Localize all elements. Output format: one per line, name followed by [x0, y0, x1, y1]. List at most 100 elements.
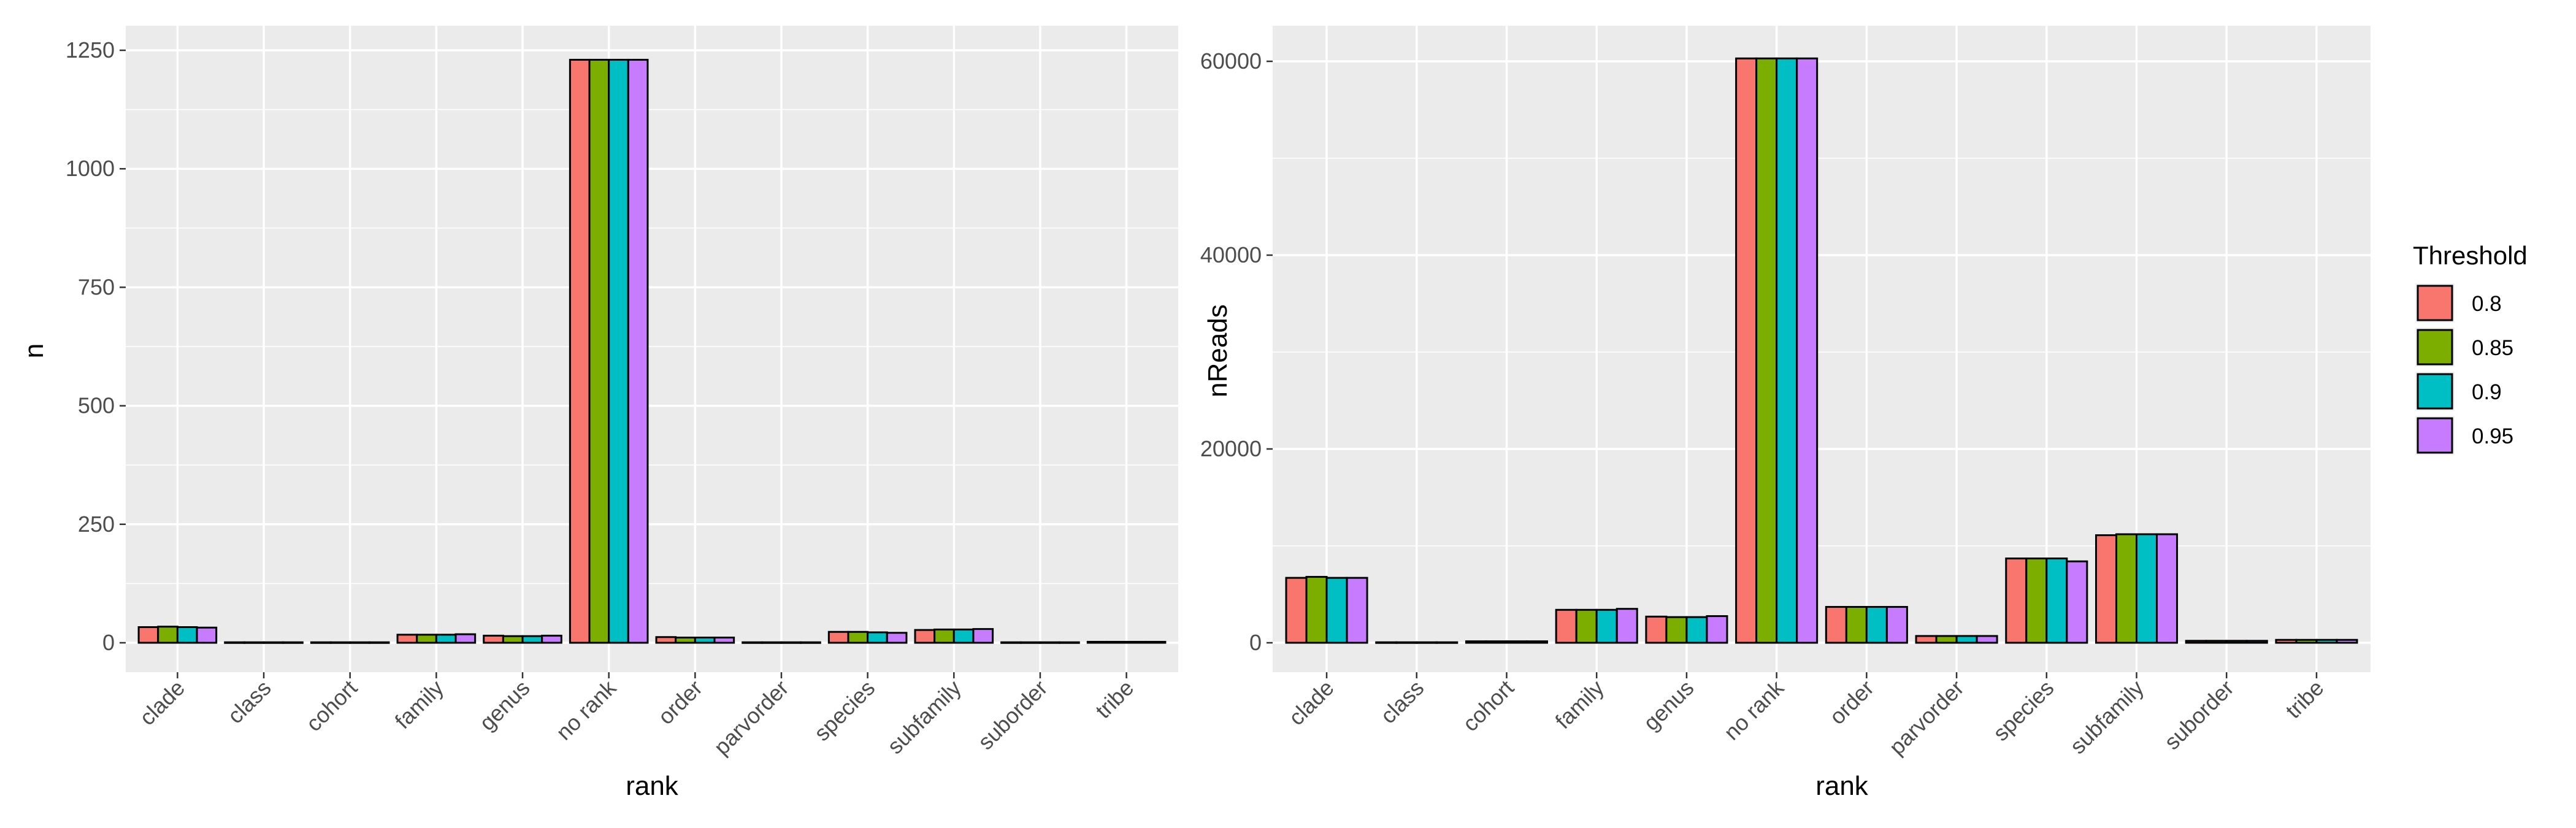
left-x-axis-title: rank	[626, 771, 679, 801]
right-bar-parvorder-0.95	[1976, 635, 1998, 644]
right-bar-subfamily-0.8	[2095, 534, 2118, 644]
right-bar-subfamily-0.95	[2156, 533, 2179, 644]
left-bar-species-0.85	[847, 631, 869, 644]
left-bar-subfamily-0.85	[933, 628, 955, 644]
left-x-tick-label: order	[653, 675, 707, 729]
left-x-tick-label: tribe	[1091, 675, 1139, 724]
right-bar-suborder-0.9	[2225, 640, 2248, 644]
right-bar-no-rank-0.8	[1735, 57, 1758, 644]
left-y-tick-label: 500	[78, 393, 115, 418]
legend-title: Threshold	[2413, 241, 2528, 270]
right-bar-species-0.8	[2005, 558, 2028, 644]
right-panel-background	[1273, 26, 2371, 672]
left-bar-family-0.8	[396, 634, 418, 644]
left-bar-family-0.85	[416, 634, 437, 644]
right-x-tick-label: family	[1550, 675, 1608, 734]
left-bar-tribe-0.8	[1086, 640, 1108, 644]
left-bar-clade-0.9	[176, 626, 198, 644]
left-x-tick-label: no rank	[551, 675, 621, 745]
legend: Threshold 0.8 0.85 0.9 0.95	[2413, 241, 2528, 455]
right-y-tick-label: 0	[1249, 630, 1262, 655]
left-bar-suborder-0.8	[1000, 641, 1022, 644]
left-bar-no-rank-0.8	[569, 58, 591, 644]
legend-label-0.85: 0.85	[2472, 336, 2513, 360]
left-y-tick-label: 250	[78, 512, 115, 537]
left-bar-cohort-0.9	[349, 641, 370, 644]
right-bar-order-0.95	[1885, 606, 1908, 644]
right-bar-clade-0.8	[1285, 577, 1308, 644]
right-x-tick-label: clade	[1284, 675, 1339, 730]
left-bar-clade-0.8	[137, 626, 159, 644]
legend-label-0.9: 0.9	[2472, 380, 2502, 404]
right-bar-subfamily-0.9	[2136, 533, 2158, 644]
right-bar-tribe-0.95	[2336, 638, 2358, 644]
legend-key-0.95	[2417, 417, 2453, 454]
right-x-tick-label: class	[1375, 675, 1428, 729]
left-bar-genus-0.9	[521, 635, 543, 644]
right-y-axis-title: nReads	[1203, 304, 1233, 397]
right-y-tick-label: 20000	[1200, 436, 1262, 461]
left-bar-class-0.85	[243, 641, 265, 644]
left-bar-parvorder-0.85	[761, 641, 783, 644]
left-bar-cohort-0.95	[368, 641, 390, 644]
left-bar-no-rank-0.95	[627, 58, 649, 644]
right-bar-family-0.95	[1616, 608, 1638, 644]
right-bar-clade-0.85	[1305, 576, 1328, 644]
right-x-tick-label: genus	[1638, 675, 1698, 735]
right-x-tick-label: no rank	[1719, 675, 1789, 745]
left-bar-tribe-0.95	[1144, 640, 1167, 644]
right-bar-tribe-0.8	[2275, 638, 2298, 644]
right-x-tick-label: species	[1988, 675, 2058, 746]
right-bar-parvorder-0.8	[1915, 635, 1938, 644]
right-bar-suborder-0.85	[2205, 640, 2228, 644]
right-bar-parvorder-0.85	[1935, 635, 1958, 644]
left-x-tick-label: subfamily	[882, 675, 966, 759]
left-bar-suborder-0.85	[1019, 641, 1041, 644]
right-bar-cohort-0.9	[1505, 640, 1528, 644]
right-bar-no-rank-0.85	[1755, 57, 1778, 644]
right-bar-order-0.9	[1865, 606, 1888, 644]
legend-label-0.95: 0.95	[2472, 424, 2513, 448]
left-bar-subfamily-0.8	[914, 629, 936, 644]
right-bar-tribe-0.85	[2295, 638, 2318, 644]
left-bar-class-0.9	[263, 641, 285, 644]
left-x-tick-label: class	[223, 675, 276, 729]
left-x-tick-label: cohort	[301, 675, 362, 737]
left-bar-subfamily-0.95	[972, 628, 994, 644]
right-bar-family-0.85	[1575, 608, 1598, 644]
right-x-tick-label: suborder	[2159, 675, 2238, 754]
right-bar-subfamily-0.85	[2115, 533, 2138, 644]
left-bar-parvorder-0.95	[800, 641, 821, 644]
right-bar-clade-0.9	[1325, 577, 1348, 644]
right-bar-parvorder-0.9	[1955, 635, 1978, 644]
left-bar-family-0.95	[454, 633, 477, 644]
right-bar-class-0.8	[1375, 641, 1398, 644]
left-y-tick-label: 750	[78, 274, 115, 299]
right-bar-order-0.8	[1825, 606, 1847, 644]
right-bar-clade-0.95	[1346, 577, 1368, 644]
left-bar-subfamily-0.9	[953, 628, 975, 644]
left-bar-genus-0.95	[541, 634, 562, 644]
left-bar-class-0.8	[224, 641, 245, 644]
right-bar-family-0.8	[1555, 608, 1577, 644]
right-bar-genus-0.85	[1665, 616, 1688, 644]
left-panel-group: n rank 0 250 500 750 1000 1250 clade class cohor…	[19, 26, 1178, 801]
left-bar-species-0.8	[827, 631, 849, 644]
left-bar-class-0.95	[282, 641, 304, 644]
right-bar-no-rank-0.95	[1796, 57, 1819, 644]
right-x-tick-label: cohort	[1457, 675, 1519, 737]
left-bar-clade-0.95	[196, 626, 218, 644]
legend-key-0.8	[2417, 285, 2453, 321]
right-x-tick-label: order	[1825, 675, 1879, 729]
left-bar-order-0.95	[713, 636, 735, 644]
left-bar-genus-0.85	[502, 635, 524, 644]
left-bar-order-0.8	[655, 636, 677, 644]
left-bar-no-rank-0.9	[608, 58, 629, 644]
right-bar-order-0.85	[1845, 606, 1868, 644]
right-bar-class-0.9	[1416, 641, 1438, 644]
right-bar-species-0.85	[2025, 558, 2048, 644]
left-x-tick-label: parvorder	[709, 675, 794, 760]
right-bar-cohort-0.95	[1525, 640, 1549, 644]
left-bar-species-0.95	[886, 632, 908, 644]
